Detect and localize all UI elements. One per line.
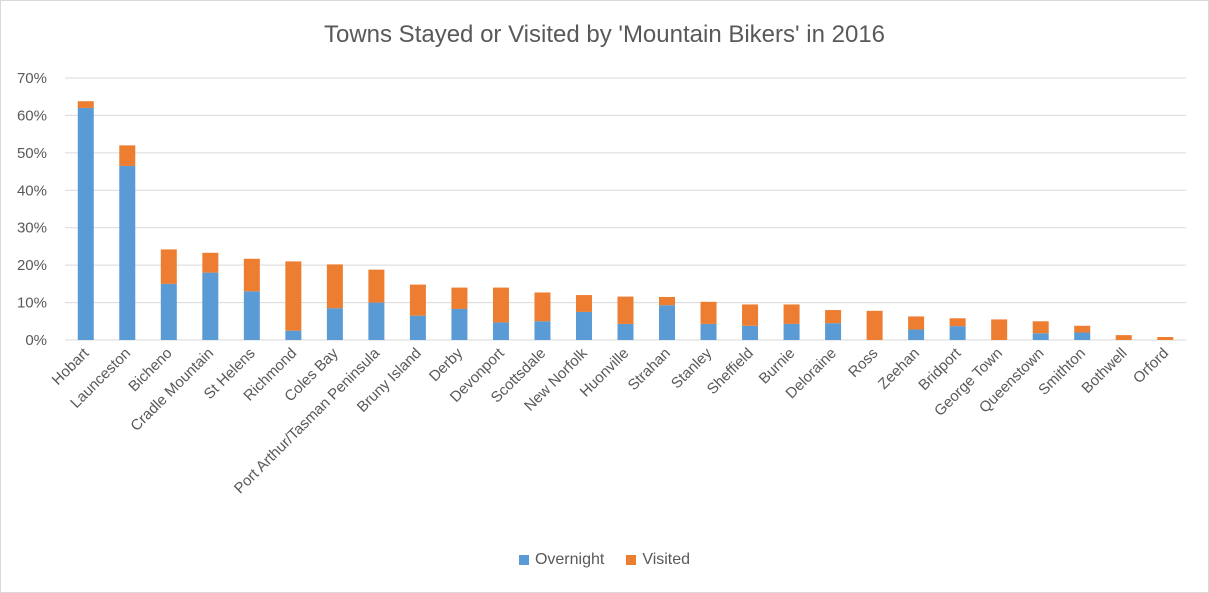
x-tick-label: Sheffield [704,345,757,398]
bar-overnight [202,272,219,340]
bar-overnight [119,165,136,340]
y-tick-label: 60% [17,107,47,124]
bar-overnight [700,323,717,340]
y-tick-label: 10% [17,295,47,312]
y-tick-label: 30% [17,220,47,237]
bar-visited [77,101,94,108]
bar-overnight [949,326,966,340]
bar-visited [451,287,468,309]
bar-visited [202,252,219,273]
bar-visited [409,284,426,316]
bar-overnight [659,305,676,340]
bar-visited [949,318,966,327]
legend-label-visited: Visited [642,551,691,568]
y-tick-label: 0% [25,332,47,349]
bar-overnight [1074,332,1091,340]
bar-overnight [451,308,468,340]
bar-overnight [409,315,426,340]
x-tick-label: Strahan [625,345,674,394]
x-tick-label: Zeehan [875,345,923,393]
legend-item-overnight: Overnight [518,551,605,569]
y-tick-label: 20% [17,257,47,274]
bar-visited [326,264,343,309]
x-tick-label: Ross [845,345,881,381]
bar-overnight [285,330,302,340]
legend-label-overnight: Overnight [534,551,605,568]
bar-overnight [742,325,759,340]
bar-visited [1074,325,1091,333]
bar-overnight [243,291,260,340]
bar-visited [742,304,759,326]
y-tick-label: 50% [17,145,47,162]
legend: Overnight Visited [1,551,1208,569]
bar-visited [243,258,260,292]
bar-overnight [326,308,343,340]
bar-visited [991,319,1008,340]
bar-visited [1157,337,1174,340]
bar-visited [285,261,302,331]
bar-overnight [492,322,509,340]
bar-visited [534,292,551,322]
bar-visited [825,310,842,324]
bar-visited [575,295,592,312]
bar-visited [1032,321,1049,334]
bar-overnight [534,321,551,340]
x-tick-label: Bothwell [1078,345,1130,397]
bar-visited [866,310,883,340]
bar-overnight [1032,333,1049,340]
bar-visited [659,296,676,306]
bar-visited [908,316,925,330]
bar-overnight [575,311,592,340]
bar-visited [700,301,717,324]
bar-overnight [160,283,177,340]
bar-visited [783,304,800,324]
chart-title: Towns Stayed or Visited by 'Mountain Bik… [323,21,886,48]
bar-overnight [908,329,925,340]
x-tick-label: Orford [1130,345,1172,387]
bar-overnight [77,107,94,340]
bar-overnight [783,323,800,340]
bar-overnight [617,323,634,340]
bar-visited [119,145,136,166]
bar-visited [160,249,177,284]
y-tick-label: 70% [17,70,47,87]
legend-swatch-visited [626,555,637,565]
bar-overnight [368,302,385,340]
bar-overnight [825,323,842,340]
legend-item-visited: Visited [626,551,690,569]
bar-visited [617,296,634,324]
y-tick-label: 40% [17,182,47,199]
bar-visited [368,269,385,303]
legend-swatch-overnight [518,555,529,565]
bar-visited [492,287,509,323]
bar-visited [1115,335,1132,340]
